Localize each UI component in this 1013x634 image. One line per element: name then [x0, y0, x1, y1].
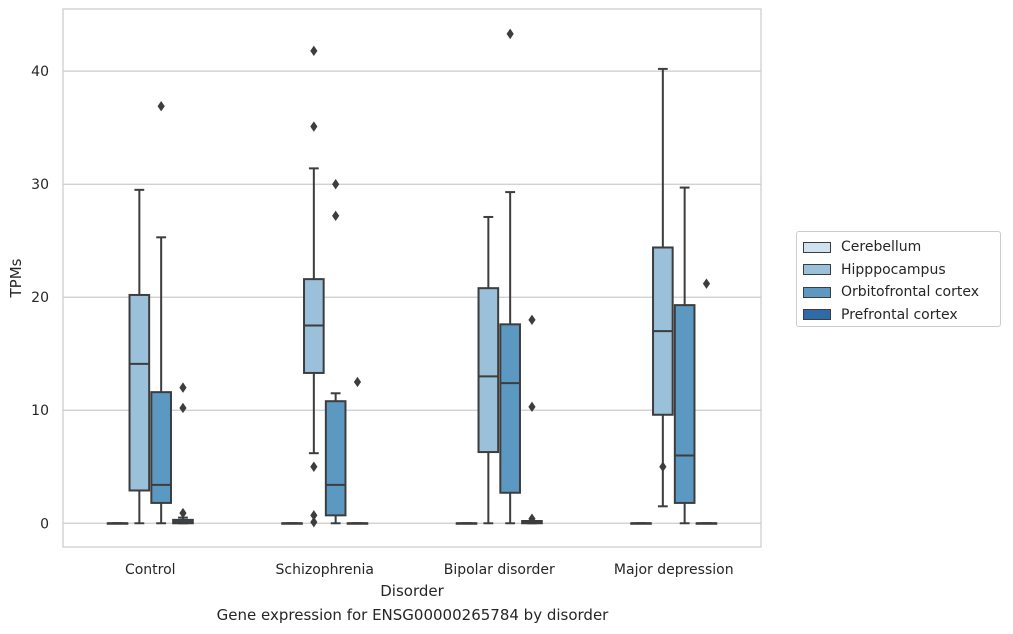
legend-item: Cerebellum [803, 236, 1000, 259]
outlier-point [310, 461, 318, 472]
y-tick-label: 20 [31, 290, 49, 306]
outlier-point [310, 516, 318, 528]
y-tick-label: 30 [31, 177, 49, 193]
box-cerebellum [281, 522, 303, 525]
box-prefrontal-cortex [346, 376, 369, 525]
box-iqr [477, 287, 500, 454]
y-tick-label: 0 [40, 516, 49, 532]
box-prefrontal-cortex [172, 382, 194, 525]
box-cerebellum [455, 522, 478, 525]
outlier-point [353, 376, 362, 388]
box-hipppocampus [652, 67, 674, 508]
outlier-point [179, 402, 187, 414]
box-orbitofrontal-cortex [673, 186, 696, 525]
chart-caption: Gene expression for ENSG00000265784 by d… [216, 606, 609, 624]
box-orbitofrontal-cortex [499, 28, 521, 525]
outlier-point [157, 101, 165, 112]
legend-swatch [803, 264, 831, 276]
box-hipppocampus [477, 215, 500, 525]
legend-label: Orbitofrontal cortex [841, 284, 979, 301]
outlier-point [179, 382, 187, 393]
box-prefrontal-cortex [521, 314, 543, 525]
x-tick-label: Major depression [614, 562, 734, 578]
box-iqr [673, 304, 696, 504]
outlier-point [506, 28, 514, 40]
outlier-point [702, 278, 711, 289]
x-tick-label: Schizophrenia [276, 562, 374, 578]
outlier-point [310, 45, 318, 57]
box-layer [106, 28, 718, 528]
outlier-point [528, 401, 536, 413]
y-axis-label: TPMs [7, 258, 25, 298]
legend: Cerebellum Hipppocampus Orbitofrontal cort… [796, 231, 1001, 327]
box-hipppocampus [303, 45, 325, 528]
y-tick-label: 40 [31, 64, 49, 80]
legend-label: Cerebellum [841, 239, 922, 256]
box-prefrontal-cortex [695, 278, 718, 525]
legend-item: Hipppocampus [803, 259, 1000, 282]
x-tick-label: Control [125, 562, 176, 578]
legend-label: Hipppocampus [841, 261, 946, 278]
box-iqr [150, 391, 172, 504]
legend-swatch [803, 241, 831, 253]
legend-item: Prefrontal cortex [803, 304, 1000, 327]
legend-label: Prefrontal cortex [841, 306, 958, 323]
box-hipppocampus [128, 188, 151, 525]
box-iqr [324, 400, 347, 517]
box-iqr [128, 293, 151, 492]
outlier-point [310, 510, 318, 521]
legend-swatch [803, 309, 831, 321]
outlier-point [528, 513, 536, 524]
outlier-point [179, 507, 187, 519]
x-axis-label: Disorder [380, 582, 444, 600]
outlier-point [332, 210, 340, 222]
outlier-point [659, 461, 667, 472]
legend-swatch [803, 286, 831, 298]
box-orbitofrontal-cortex [324, 178, 347, 525]
legend-item: Orbitofrontal cortex [803, 281, 1000, 304]
y-tick-label: 10 [31, 403, 49, 419]
box-iqr [499, 323, 521, 494]
plot-frame [62, 8, 762, 548]
outlier-point [310, 121, 318, 132]
tick-layer: 0 10 20 30 40 Control Schizophrenia Bipolar dis… [31, 64, 733, 578]
box-orbitofrontal-cortex [150, 101, 172, 525]
outlier-point [332, 178, 340, 190]
x-tick-label: Bipolar disorder [444, 562, 555, 578]
outlier-point [528, 314, 536, 326]
box-cerebellum [630, 522, 652, 525]
box-cerebellum [106, 522, 129, 525]
